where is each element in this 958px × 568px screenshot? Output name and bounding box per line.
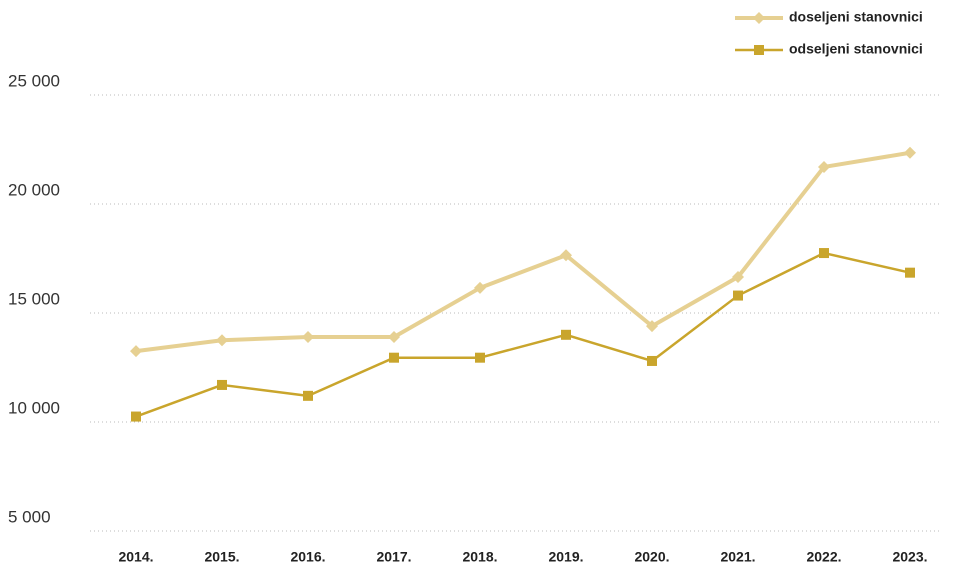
y-tick-label: 15 000 [8,289,60,308]
marker [905,267,915,278]
marker [753,12,765,24]
x-tick-label: 2015. [204,549,239,565]
series-line [135,251,911,418]
marker [818,160,830,173]
marker [904,146,916,159]
marker [754,45,764,55]
marker [819,248,829,259]
marker [131,411,141,422]
marker [303,390,313,401]
y-tick-label: 20 000 [8,180,60,199]
marker [732,271,744,284]
marker [646,320,658,333]
y-tick-label: 10 000 [8,398,60,417]
marker [475,352,485,363]
marker [560,249,572,262]
marker [302,330,314,343]
marker [647,355,657,366]
x-tick-label: 2021. [720,549,755,565]
marker [216,334,228,347]
marker [474,281,486,294]
x-tick-label: 2016. [290,549,325,565]
x-tick-label: 2018. [462,549,497,565]
x-tick-label: 2017. [376,549,411,565]
x-tick-label: 2022. [806,549,841,565]
marker [217,379,227,390]
legend-label: doseljeni stanovnici [789,9,923,25]
x-tick-label: 2020. [634,549,669,565]
marker [389,352,399,363]
legend-label: odseljeni stanovnici [789,41,923,57]
series-line [135,150,911,354]
x-tick-label: 2023. [892,549,927,565]
x-tick-label: 2014. [118,549,153,565]
marker [733,290,743,301]
y-tick-label: 5 000 [8,507,51,526]
x-tick-label: 2019. [548,549,583,565]
marker [130,345,142,358]
marker [561,329,571,340]
marker [388,330,400,343]
y-tick-label: 25 000 [8,71,60,90]
